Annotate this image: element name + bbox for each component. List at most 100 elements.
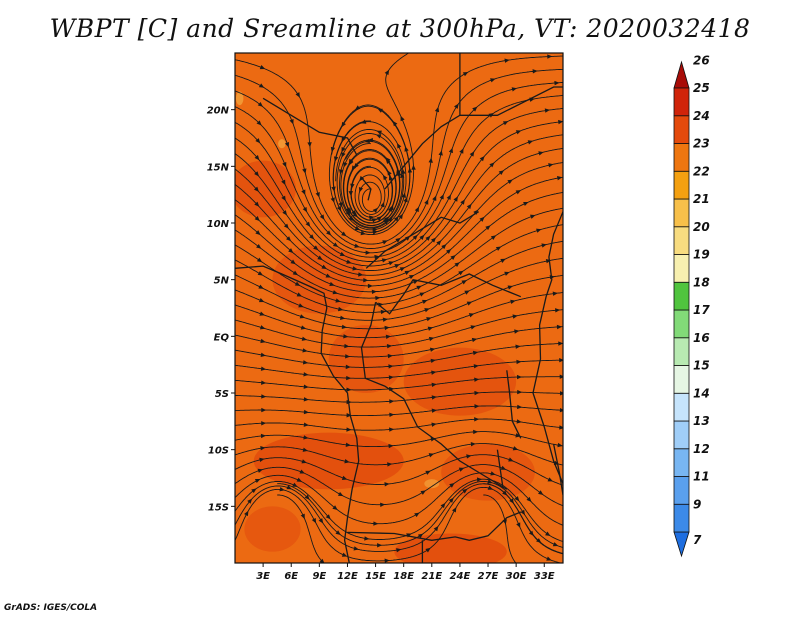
streamline-arrow bbox=[341, 231, 347, 237]
streamline bbox=[235, 391, 563, 403]
streamline-arrow bbox=[558, 341, 563, 346]
streamline-arrow bbox=[380, 201, 385, 208]
streamline-arrow bbox=[459, 148, 464, 154]
streamline-arrow bbox=[510, 299, 516, 304]
streamline-arrow bbox=[375, 295, 381, 301]
streamline-arrow bbox=[451, 507, 457, 513]
streamline-arrow bbox=[294, 281, 301, 286]
streamline-arrow bbox=[425, 235, 431, 241]
streamline bbox=[235, 82, 563, 254]
streamline-arrow bbox=[348, 215, 354, 221]
streamline-arrow bbox=[360, 230, 366, 236]
lon-tick-label: 18E bbox=[393, 571, 414, 582]
streamline-arrow bbox=[386, 344, 393, 349]
streamline-arrow bbox=[377, 543, 383, 548]
streamline-arrow bbox=[453, 196, 458, 202]
streamline bbox=[235, 207, 563, 299]
streamline-arrow bbox=[345, 364, 351, 370]
colorbar-segment bbox=[673, 503, 690, 533]
streamline-arrow bbox=[479, 156, 485, 162]
streamline bbox=[235, 486, 563, 563]
streamline-arrow bbox=[393, 216, 399, 222]
coast-border-line bbox=[347, 511, 522, 541]
streamline-arrow bbox=[407, 167, 413, 173]
streamline-arrow bbox=[431, 370, 437, 375]
streamline-arrow bbox=[326, 230, 332, 236]
streamline-arrow bbox=[259, 65, 266, 70]
streamline-arrow bbox=[381, 258, 388, 263]
shade-area bbox=[278, 139, 286, 149]
streamline-arrow bbox=[307, 142, 312, 148]
streamline-arrow bbox=[344, 459, 350, 464]
streamline-arrow bbox=[516, 522, 521, 528]
streamline-arrow bbox=[260, 338, 266, 344]
streamline-arrow bbox=[385, 157, 391, 163]
streamline-arrow bbox=[376, 216, 382, 222]
streamline bbox=[235, 405, 563, 417]
lat-tick-label: 10S bbox=[208, 446, 229, 457]
streamline-arrow bbox=[489, 162, 495, 168]
streamline-arrow bbox=[558, 119, 563, 125]
streamline-arrow bbox=[343, 334, 349, 339]
streamline-arrow bbox=[346, 259, 352, 264]
streamline-arrow bbox=[350, 183, 355, 189]
streamline-arrow bbox=[458, 270, 464, 276]
longitude-axis: 3E 6E 9E 12E 15E 18E 21E 24E 27E 30E 33E bbox=[256, 563, 555, 582]
streamline bbox=[235, 257, 563, 321]
streamline-arrow bbox=[382, 317, 388, 322]
streamline-arrow bbox=[303, 435, 309, 440]
streamline-arrow bbox=[416, 285, 422, 290]
streamline-arrow bbox=[428, 453, 435, 458]
streamline-arrow bbox=[389, 427, 395, 432]
streamline-arrow bbox=[424, 199, 429, 205]
streamline-arrow bbox=[425, 547, 431, 553]
streamline-arrow bbox=[490, 235, 497, 240]
streamline-arrow bbox=[495, 246, 502, 251]
streamline-arrow bbox=[332, 290, 338, 295]
streamline-arrow bbox=[544, 108, 550, 113]
streamline-arrow bbox=[547, 54, 553, 59]
colorbar-label: 15 bbox=[693, 359, 710, 373]
streamline-arrow bbox=[295, 92, 300, 98]
streamline-arrow bbox=[373, 521, 379, 526]
streamline-arrow bbox=[487, 479, 493, 484]
lat-tick-label: 10N bbox=[207, 219, 230, 230]
colorbar-label: 26 bbox=[693, 53, 710, 67]
coast-border-line bbox=[235, 265, 360, 563]
streamline-arrow bbox=[528, 530, 534, 536]
streamline-arrow bbox=[474, 390, 480, 396]
streamline-arrow bbox=[354, 105, 361, 110]
streamline-arrow bbox=[426, 317, 432, 322]
latitude-axis: 20N 15N 10N 5N EQ 5S 10S 15S bbox=[207, 106, 235, 513]
lon-tick-label: 15E bbox=[365, 571, 386, 582]
streamline-arrow bbox=[341, 475, 348, 480]
streamline-arrow bbox=[458, 467, 465, 472]
streamline-arrow bbox=[428, 336, 435, 342]
lon-tick-label: 6E bbox=[284, 571, 298, 582]
streamline-arrow bbox=[382, 240, 388, 245]
streamline-arrow bbox=[254, 171, 259, 177]
streamline-arrow bbox=[341, 136, 346, 143]
streamline-arrow bbox=[371, 289, 377, 294]
streamline-arrow bbox=[417, 533, 424, 539]
streamline-arrow bbox=[473, 209, 479, 215]
streamline-arrow bbox=[384, 558, 390, 563]
coastlines bbox=[235, 53, 563, 563]
streamline-arrows bbox=[244, 54, 563, 563]
streamline-arrow bbox=[337, 306, 344, 312]
streamline-arrow bbox=[487, 485, 494, 490]
streamline-arrow bbox=[466, 301, 473, 306]
streamline-arrow bbox=[341, 552, 348, 557]
streamline-arrow bbox=[530, 214, 536, 219]
colorbar-label: 24 bbox=[693, 109, 710, 123]
streamline-arrow bbox=[498, 170, 504, 175]
streamline-arrow bbox=[333, 156, 339, 162]
streamline-arrow bbox=[472, 106, 478, 112]
streamline-arrow bbox=[348, 158, 354, 165]
streamline-arrow bbox=[332, 505, 338, 510]
streamline-arrow bbox=[450, 255, 456, 260]
streamline-arrow bbox=[374, 254, 380, 260]
streamline-arrow bbox=[299, 469, 305, 474]
coast-border-line bbox=[384, 53, 461, 190]
streamline-arrow bbox=[258, 83, 265, 88]
